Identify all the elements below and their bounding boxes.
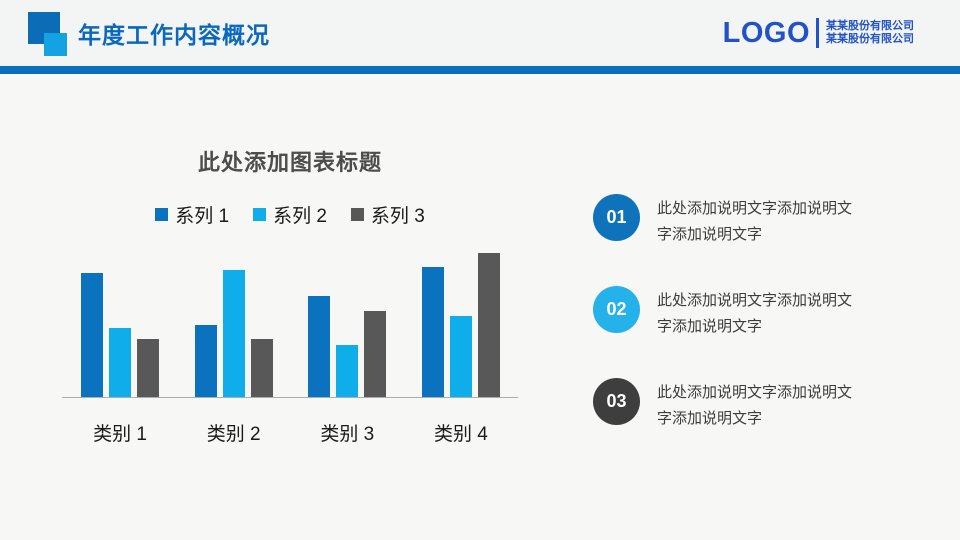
- bar: [477, 253, 500, 397]
- bar-group: [421, 253, 500, 397]
- note-text: 此处添加说明文字添加说明文字添加说明文字: [657, 200, 853, 243]
- bar: [364, 310, 387, 397]
- bar: [109, 327, 131, 397]
- legend-swatch: [155, 207, 169, 221]
- logo: LOGO 某某股份有限公司 某某股份有限公司: [723, 16, 914, 50]
- company-name-line: 某某股份有限公司: [826, 20, 914, 32]
- note-item: 02 此处添加说明文字添加说明文字添加说明文字: [593, 286, 923, 340]
- logo-text: LOGO: [722, 17, 810, 49]
- bar: [137, 339, 159, 397]
- category-label: 类别 1: [93, 424, 147, 445]
- title-marker-icon: [28, 12, 70, 58]
- notes-list: 01 此处添加说明文字添加说明文字添加说明文字 02 此处添加说明文字添加说明文字添加…: [593, 194, 923, 470]
- bar: [449, 316, 472, 397]
- logo-divider: [816, 18, 819, 48]
- category-label: 类别 3: [320, 424, 375, 445]
- bar: [81, 273, 103, 397]
- bar-group: [194, 253, 273, 397]
- legend-label: 系列 2: [273, 205, 327, 227]
- bar: [194, 325, 217, 397]
- note-number-badge: 01: [593, 194, 640, 241]
- legend-swatch: [253, 207, 267, 221]
- bar: [308, 296, 331, 397]
- category-label: 类别 2: [206, 424, 261, 445]
- legend-swatch: [350, 207, 364, 221]
- bar: [222, 270, 245, 397]
- note-item: 01 此处添加说明文字添加说明文字添加说明文字: [593, 194, 923, 248]
- note-text: 此处添加说明文字添加说明文字添加说明文字: [657, 292, 853, 335]
- legend-item: 系列 1: [155, 201, 229, 228]
- note-number-badge: 03: [593, 378, 640, 425]
- bar: [336, 345, 359, 397]
- note-text: 此处添加说明文字添加说明文字添加说明文字: [657, 384, 853, 427]
- title-marker-square-light: [44, 33, 67, 56]
- company-name-line: 某某股份有限公司: [826, 33, 914, 45]
- legend-label: 系列 1: [175, 205, 230, 227]
- bar: [421, 267, 444, 397]
- bar-group: [308, 253, 387, 397]
- bar: [250, 339, 273, 397]
- x-axis-line: [62, 397, 518, 398]
- slide-title: 年度工作内容概况: [78, 22, 270, 48]
- legend-item: 系列 3: [350, 201, 425, 228]
- slide-header: 年度工作内容概况 LOGO 某某股份有限公司 某某股份有限公司: [0, 0, 960, 66]
- chart-legend: 系列 1 系列 2 系列 3: [62, 201, 518, 228]
- category-label: 类别 4: [434, 424, 488, 445]
- bar-group: [81, 253, 159, 397]
- legend-label: 系列 3: [370, 205, 425, 227]
- company-name-block: 某某股份有限公司 某某股份有限公司: [826, 20, 914, 46]
- note-number-badge: 02: [593, 286, 640, 333]
- note-item: 03 此处添加说明文字添加说明文字添加说明文字: [593, 378, 923, 432]
- header-divider-line: [0, 66, 960, 74]
- chart-title: 此处添加图表标题: [197, 150, 382, 175]
- x-axis-labels: 类别 1 类别 2 类别 3 类别 4: [62, 419, 518, 446]
- chart-plot-area: [62, 253, 518, 397]
- legend-item: 系列 2: [253, 201, 327, 228]
